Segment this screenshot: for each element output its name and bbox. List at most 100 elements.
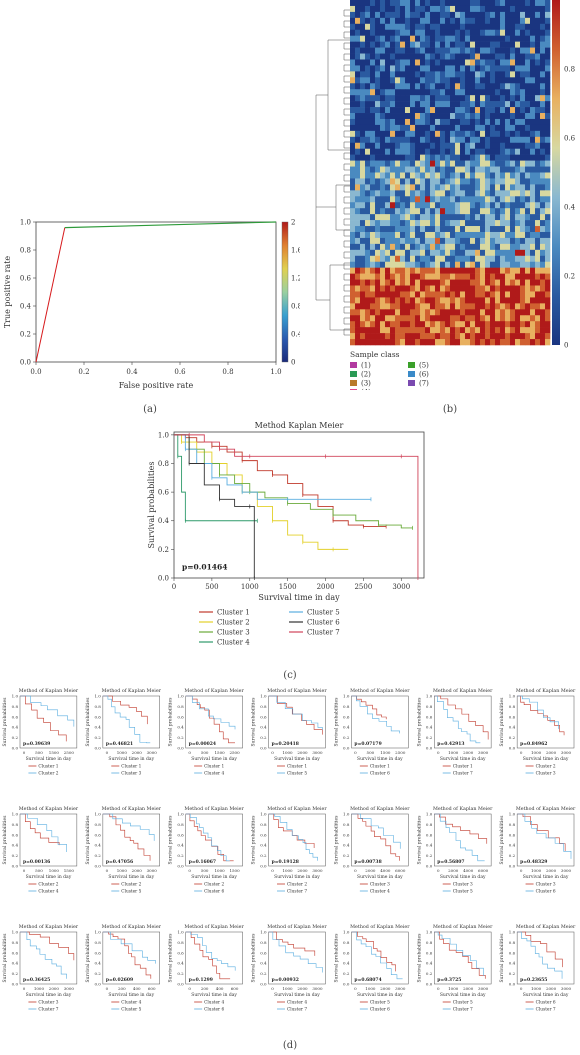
heatmap-cell <box>465 178 471 185</box>
heatmap-cell <box>410 333 416 340</box>
heatmap-cell <box>465 339 471 346</box>
heatmap-cell <box>455 255 461 263</box>
y-tick-label: 1.0 <box>343 812 350 817</box>
heatmap-cell <box>490 291 496 298</box>
heatmap-cell <box>500 267 506 274</box>
survival-curve <box>268 931 323 973</box>
y-tick-label: 0.6 <box>12 950 19 955</box>
x-tick-label: 1500 <box>64 868 75 873</box>
heatmap-cell <box>410 5 416 13</box>
heatmap-cell <box>455 23 461 31</box>
heatmap-cell <box>470 261 476 268</box>
heatmap-cell <box>460 220 466 227</box>
heatmap-cell <box>440 35 446 42</box>
dendrogram-leaf <box>343 119 350 127</box>
heatmap-cell <box>500 29 506 36</box>
x-tick-label: 4000 <box>463 868 474 873</box>
heatmap-cell <box>455 95 461 102</box>
heatmap-cell <box>485 273 491 280</box>
heatmap-cell <box>490 71 496 78</box>
legend-label: Cluster 2 <box>536 765 556 770</box>
heatmap-cell <box>515 17 521 25</box>
heatmap-cell <box>365 237 371 245</box>
heatmap-cell <box>460 303 466 310</box>
heatmap-cell <box>510 101 516 108</box>
heatmap-cell <box>475 118 481 126</box>
heatmap-cell <box>470 71 476 78</box>
heatmap-cell <box>375 29 381 36</box>
heatmap-cell <box>495 339 501 346</box>
heatmap-cell <box>530 113 536 120</box>
survival-curve <box>517 931 563 979</box>
heatmap-cell <box>450 101 456 108</box>
heatmap-cell <box>540 154 546 161</box>
heatmap-cell <box>360 303 366 310</box>
heatmap-cell <box>430 190 436 197</box>
heatmap-cell <box>455 303 461 310</box>
heatmap-cell <box>475 41 481 48</box>
heatmap-cell <box>370 166 376 173</box>
heatmap-cell <box>420 261 426 268</box>
heatmap-cell <box>450 267 456 274</box>
y-tick-label: 0.2 <box>426 735 433 740</box>
y-tick-label: 0.0 <box>343 982 350 987</box>
heatmap-cell <box>545 130 551 138</box>
heatmap-cell <box>470 231 476 239</box>
heatmap-cell <box>510 327 516 334</box>
heatmap-cell <box>460 71 466 78</box>
heatmap-cell <box>405 118 411 126</box>
heatmap-cell <box>410 166 416 173</box>
heatmap-cell <box>510 243 516 251</box>
heatmap-cell <box>465 267 471 274</box>
heatmap-cell <box>450 41 456 48</box>
heatmap-cell <box>440 303 446 310</box>
heatmap-cell <box>535 315 541 322</box>
heatmap-cell <box>455 172 461 179</box>
heatmap-cell <box>425 339 431 346</box>
heatmap-cell <box>355 118 361 126</box>
heatmap-cell <box>350 261 356 268</box>
heatmap-cell <box>440 0 446 7</box>
heatmap-cell <box>355 77 361 84</box>
heatmap-cell <box>465 202 471 209</box>
heatmap-cell <box>500 249 506 257</box>
heatmap-cell <box>490 160 496 167</box>
heatmap-cell <box>480 172 486 179</box>
heatmap-cell <box>495 309 501 316</box>
heatmap-cell <box>385 65 391 72</box>
legend-label: Cluster 7 <box>287 890 307 895</box>
heatmap-cell <box>460 279 466 286</box>
heatmap-cell <box>350 237 356 245</box>
heatmap-cell <box>455 154 461 161</box>
heatmap-cell <box>545 339 551 346</box>
heatmap-cell <box>435 160 441 167</box>
panel-title: Method of Kaplan Meier <box>184 806 244 812</box>
x-tick-label: 0 <box>520 750 523 755</box>
heatmap-cell <box>470 315 476 322</box>
heatmap-cell <box>405 237 411 245</box>
heatmap-cell <box>500 0 506 7</box>
heatmap-cell <box>415 273 421 280</box>
x-tick-label: 0 <box>172 583 176 591</box>
heatmap-cell <box>540 148 546 155</box>
heatmap-cell <box>370 309 376 316</box>
heatmap-cell <box>495 130 501 138</box>
heatmap-cell <box>545 208 551 215</box>
heatmap-cell <box>395 226 401 233</box>
heatmap-cell <box>455 71 461 78</box>
heatmap-cell <box>385 237 391 245</box>
heatmap-cell <box>475 53 481 60</box>
heatmap-cell <box>450 327 456 334</box>
y-tick-label: 0.0 <box>260 982 267 987</box>
heatmap-cell <box>375 196 381 203</box>
heatmap-cell <box>525 101 531 108</box>
heatmap-cell <box>350 83 356 90</box>
survival-curve <box>268 931 316 956</box>
heatmap-cell <box>515 208 521 215</box>
x-axis-label: Survival time in day <box>26 874 72 880</box>
heatmap-cell <box>465 95 471 102</box>
heatmap-cell <box>420 273 426 280</box>
y-tick-label: 0.8 <box>343 822 350 827</box>
y-tick-label: 0.4 <box>94 725 101 730</box>
heatmap-cell <box>425 255 431 263</box>
